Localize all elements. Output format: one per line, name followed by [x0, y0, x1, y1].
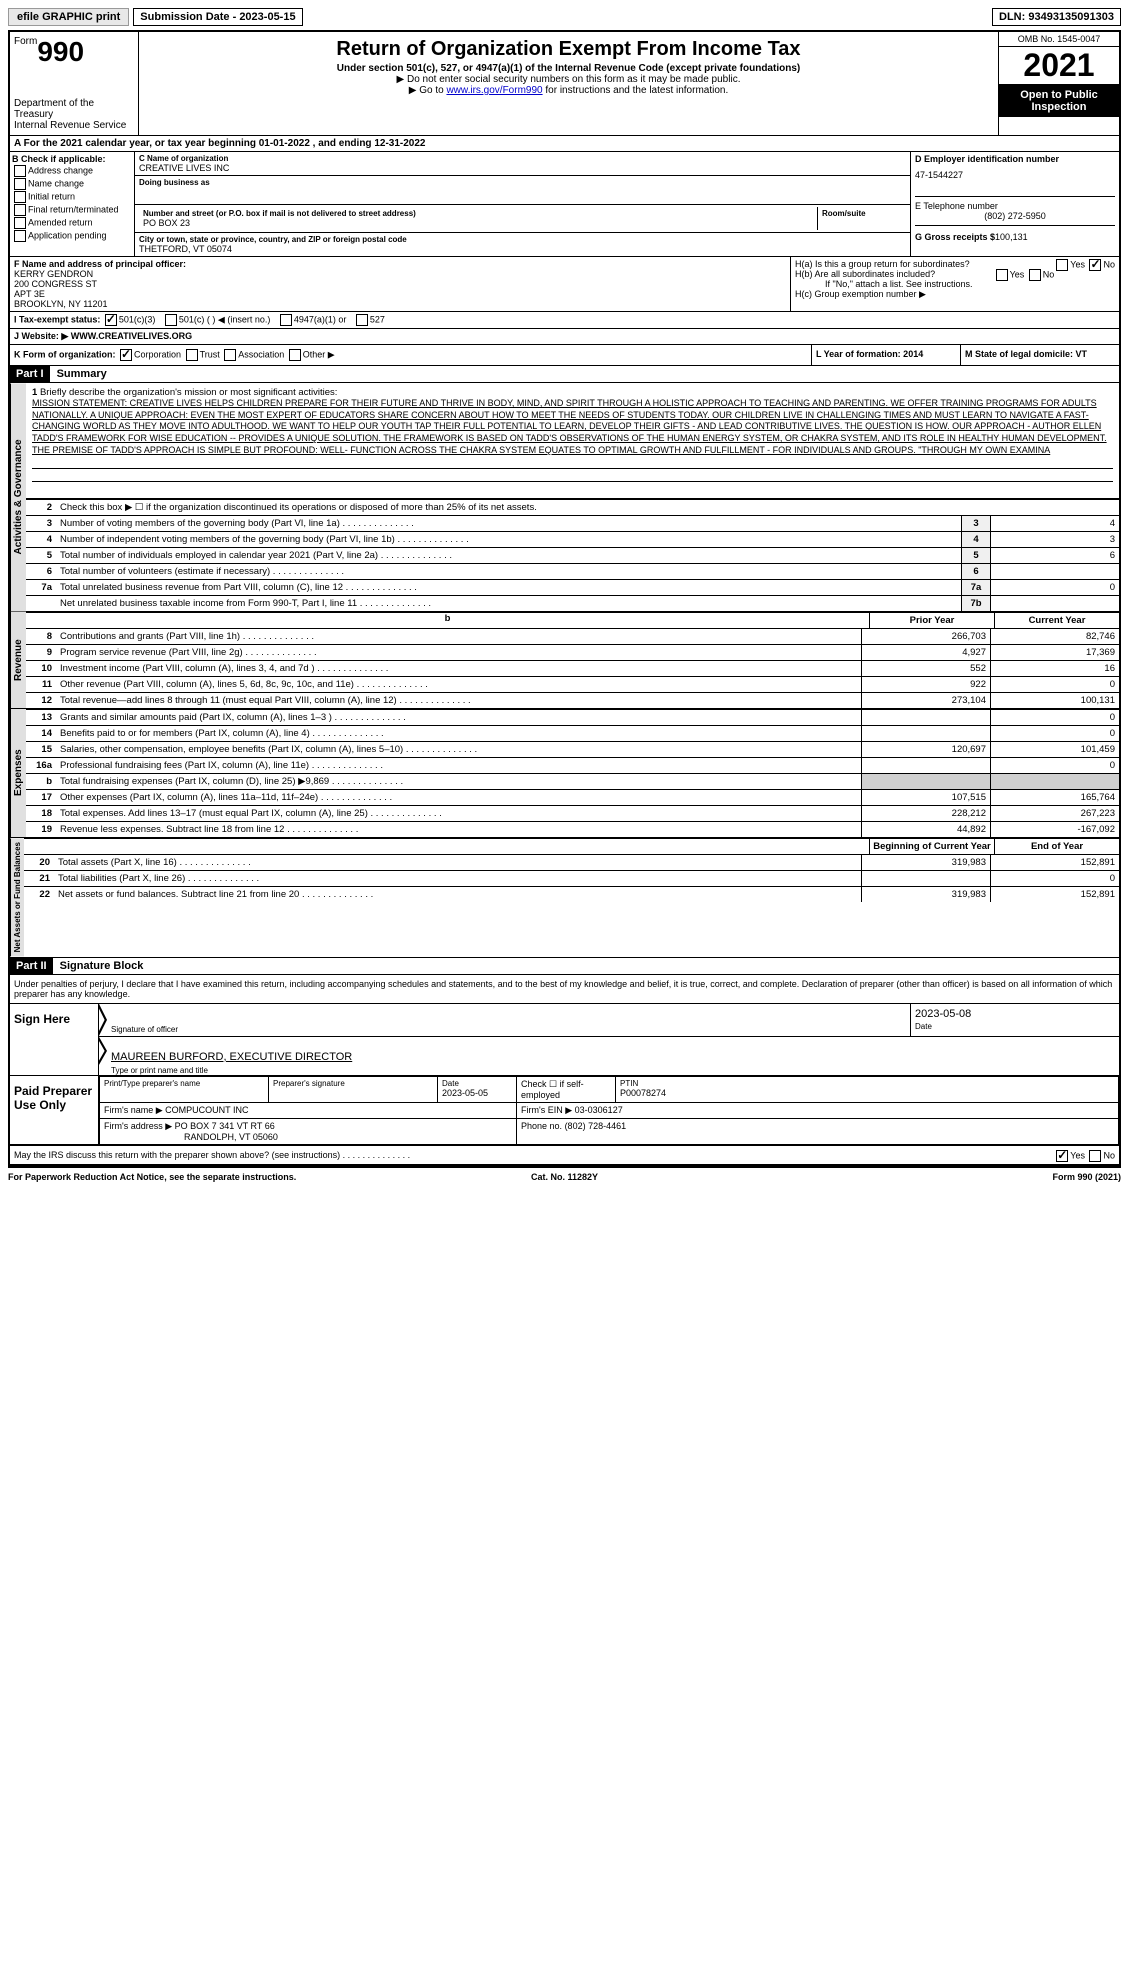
principal-officer: F Name and address of principal officer:… — [10, 257, 791, 311]
city-cell: City or town, state or province, country… — [135, 233, 910, 256]
prep-firm: COMPUCOUNT INC — [165, 1105, 248, 1115]
sig-date: 2023-05-08 — [915, 1008, 971, 1020]
footer-mid: Cat. No. 11282Y — [379, 1172, 750, 1182]
line-15: 15Salaries, other compensation, employee… — [26, 741, 1119, 757]
paid-preparer-label: Paid Preparer Use Only — [10, 1076, 98, 1144]
eoy-hdr: End of Year — [994, 839, 1119, 854]
line-b: bTotal fundraising expenses (Part IX, co… — [26, 773, 1119, 789]
sign-here-label: Sign Here — [10, 1004, 98, 1075]
website-row: J Website: ▶ WWW.CREATIVELIVES.ORG — [10, 329, 1119, 345]
prep-ein: 03-0306127 — [575, 1105, 623, 1115]
current-year-hdr: Current Year — [994, 613, 1119, 628]
line-19: 19Revenue less expenses. Subtract line 1… — [26, 821, 1119, 837]
form-of-org: K Form of organization: Corporation Trus… — [10, 345, 812, 365]
group-return-block: H(a) Is this a group return for subordin… — [791, 257, 1119, 311]
prep-ptin: P00078274 — [620, 1088, 666, 1098]
telephone-cell: E Telephone number (802) 272-5950 — [915, 197, 1115, 226]
part2-title: Signature Block — [60, 960, 144, 972]
gross-receipts-cell: G Gross receipts $100,131 — [915, 226, 1115, 242]
line-4: 4Number of independent voting members of… — [26, 531, 1119, 547]
line-10: 10Investment income (Part VIII, column (… — [26, 660, 1119, 676]
line-9: 9Program service revenue (Part VIII, lin… — [26, 644, 1119, 660]
line-17: 17Other expenses (Part IX, column (A), l… — [26, 789, 1119, 805]
line-11: 11Other revenue (Part VIII, column (A), … — [26, 676, 1119, 692]
sig-name: MAUREEN BURFORD, EXECUTIVE DIRECTOR — [111, 1051, 1115, 1063]
col-b-checkboxes: B Check if applicable: Address change Na… — [10, 152, 135, 256]
dba-cell: Doing business as — [135, 176, 910, 205]
ein-cell: D Employer identification number 47-1544… — [915, 154, 1115, 197]
footer-right: Form 990 (2021) — [750, 1172, 1121, 1182]
line-16a: 16aProfessional fundraising fees (Part I… — [26, 757, 1119, 773]
line-8: 8Contributions and grants (Part VIII, li… — [26, 628, 1119, 644]
line-14: 14Benefits paid to or for members (Part … — [26, 725, 1119, 741]
prep-addr: PO BOX 7 341 VT RT 66 — [175, 1121, 275, 1131]
line-5: 5Total number of individuals employed in… — [26, 547, 1119, 563]
line-12: 12Total revenue—add lines 8 through 11 (… — [26, 692, 1119, 708]
sidetab-revenue: Revenue — [10, 612, 26, 708]
efile-print-button[interactable]: efile GRAPHIC print — [8, 8, 129, 26]
sidetab-expenses: Expenses — [10, 709, 26, 837]
tax-year-period: A For the 2021 calendar year, or tax yea… — [10, 136, 1119, 152]
prep-phone: (802) 728-4461 — [565, 1121, 627, 1131]
line-22: 22Net assets or fund balances. Subtract … — [24, 886, 1119, 902]
line-18: 18Total expenses. Add lines 13–17 (must … — [26, 805, 1119, 821]
mission-block: 1 Briefly describe the organization's mi… — [26, 383, 1119, 499]
line-7b: Net unrelated business taxable income fr… — [26, 595, 1119, 611]
part1-title: Summary — [57, 368, 107, 380]
line-2: 2Check this box ▶ ☐ if the organization … — [26, 499, 1119, 515]
prep-date: 2023-05-05 — [442, 1088, 488, 1098]
state-domicile: M State of legal domicile: VT — [961, 345, 1119, 365]
form-title-block: Return of Organization Exempt From Incom… — [139, 32, 998, 135]
tax-exempt-status: I Tax-exempt status: 501(c)(3) 501(c) ( … — [10, 312, 1119, 329]
form-title: Return of Organization Exempt From Incom… — [143, 38, 994, 61]
line-6: 6Total number of volunteers (estimate if… — [26, 563, 1119, 579]
form-id-block: Form990 Department of the Treasury Inter… — [10, 32, 139, 135]
org-name-cell: C Name of organization CREATIVE LIVES IN… — [135, 152, 910, 176]
prior-year-hdr: Prior Year — [869, 613, 994, 628]
dln: DLN: 93493135091303 — [992, 8, 1121, 26]
perjury-declaration: Under penalties of perjury, I declare th… — [10, 975, 1119, 1004]
sidetab-netassets: Net Assets or Fund Balances — [10, 838, 24, 956]
sig-officer-label: Signature of officer — [111, 1025, 178, 1034]
footer-left: For Paperwork Reduction Act Notice, see … — [8, 1172, 379, 1182]
year-formation: L Year of formation: 2014 — [812, 345, 961, 365]
year-block: OMB No. 1545-0047 2021 Open to Public In… — [998, 32, 1119, 135]
line-20: 20Total assets (Part X, line 16)319,9831… — [24, 854, 1119, 870]
col-b-spacer: b — [26, 613, 869, 628]
part1-header: Part I — [10, 366, 50, 382]
submission-date: Submission Date - 2023-05-15 — [133, 8, 302, 26]
prep-self-employed: Check ☐ if self-employed — [521, 1079, 584, 1100]
irs-link[interactable]: www.irs.gov/Form990 — [446, 85, 542, 96]
discuss-row: May the IRS discuss this return with the… — [10, 1146, 1119, 1166]
line-21: 21Total liabilities (Part X, line 26)0 — [24, 870, 1119, 886]
sidetab-governance: Activities & Governance — [10, 383, 26, 611]
part2-header: Part II — [10, 958, 53, 974]
boy-hdr: Beginning of Current Year — [869, 839, 994, 854]
line-13: 13Grants and similar amounts paid (Part … — [26, 709, 1119, 725]
line-3: 3Number of voting members of the governi… — [26, 515, 1119, 531]
address-cell: Number and street (or P.O. box if mail i… — [135, 205, 910, 233]
line-7a: 7aTotal unrelated business revenue from … — [26, 579, 1119, 595]
